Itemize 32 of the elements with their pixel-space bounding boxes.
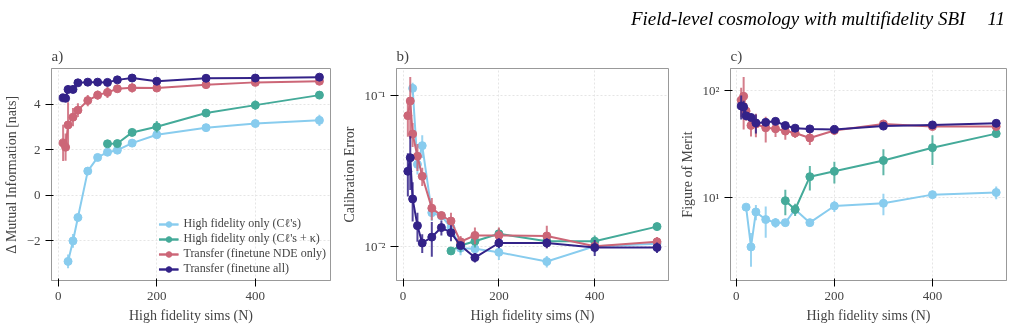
x-axis-title: High fidelity sims (N) [470,307,595,324]
legend-label: Transfer (finetune NDE only) [183,246,326,261]
y-axis-title: Calibration Error [341,126,357,223]
x-tick-label: 200 [489,287,509,303]
y-tick-label: 10⁻² [364,239,386,255]
x-axis-title: High fidelity sims (N) [806,307,931,324]
y-tick-label: 10⁻¹ [364,87,386,103]
y-tick-label: −2 [26,232,41,248]
x-tick-label: 200 [147,287,167,303]
y-tick-label: 2 [34,141,41,157]
chart-title: b) [396,47,409,65]
y-tick-label: 10¹ [702,189,720,205]
x-tick-label: 0 [54,287,62,303]
text: 11 [987,8,1005,29]
y-tick-label: 10² [702,82,720,98]
y-tick-label: 0 [34,187,41,203]
y-axis-title: Δ Mutual Information [nats] [3,95,19,254]
legend-label: High fidelity only (Cℓ's) [183,216,302,231]
y-tick-label: 4 [34,96,41,112]
x-tick-label: 0 [733,287,740,303]
x-tick-label: 200 [824,287,845,303]
x-axis-title: High fidelity sims (N) [128,307,254,324]
y-axis-title: Figure of Merit [679,131,695,218]
legend-label: High fidelity only (Cℓ's + κ) [183,231,320,246]
x-tick-label: 0 [399,287,407,303]
x-tick-label: 400 [245,287,266,303]
chart-title: c) [730,47,743,65]
text: Field-level cosmology with multifidelity SBI [630,8,966,29]
legend-label: Transfer (finetune all) [183,261,289,276]
chart-title: a) [51,47,64,65]
x-tick-label: 400 [922,287,943,303]
x-tick-label: 400 [584,287,605,303]
